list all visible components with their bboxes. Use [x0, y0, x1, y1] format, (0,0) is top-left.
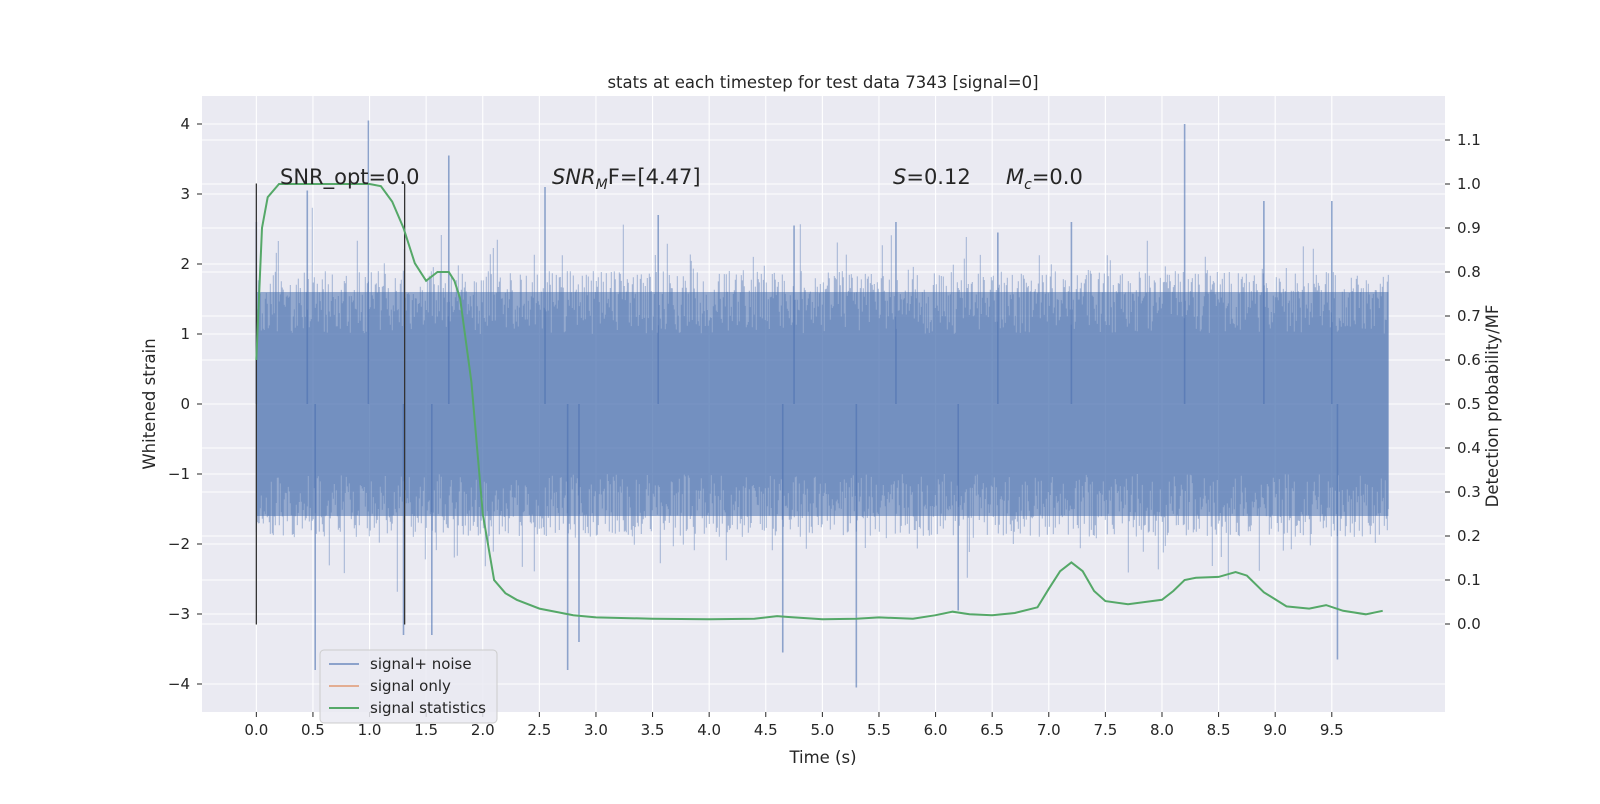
x-tick-label: 8.5	[1207, 721, 1231, 739]
y-tick-label: −1	[168, 465, 190, 483]
snr-mf-sub: M	[596, 177, 608, 193]
y-tick-label: −4	[168, 675, 190, 693]
x-tick-label: 5.5	[867, 721, 891, 739]
x-tick-label: 1.5	[414, 721, 438, 739]
y2-tick-label: 0.0	[1457, 615, 1481, 633]
x-tick-label: 4.0	[697, 721, 721, 739]
annotation-s: S=0.12	[893, 165, 971, 189]
x-tick-label: 9.5	[1320, 721, 1344, 739]
y-tick-label: 2	[180, 255, 190, 273]
x-tick-label: 4.5	[754, 721, 778, 739]
y-tick-label: 1	[180, 325, 190, 343]
y2-tick-label: 0.9	[1457, 219, 1481, 237]
signal-noise-series	[255, 120, 1389, 688]
mc-val: =0.0	[1032, 165, 1083, 189]
y2-tick-label: 0.1	[1457, 571, 1481, 589]
legend-frame	[319, 649, 498, 724]
y2-tick-label: 0.7	[1457, 307, 1481, 325]
y-tick-label: 4	[180, 115, 190, 133]
y2-tick-label: 1.1	[1457, 131, 1481, 149]
signal-statistics-line	[255, 183, 1383, 621]
chart-title: stats at each timestep for test data 734…	[607, 73, 1038, 92]
x-tick-label: 6.0	[924, 721, 948, 739]
x-tick-label: 1.0	[358, 721, 382, 739]
x-tick-label: 7.0	[1037, 721, 1061, 739]
mc-sub: c	[1024, 177, 1032, 193]
x-tick-label: 5.0	[810, 721, 834, 739]
y-axis-label: Whitened strain	[140, 338, 159, 469]
legend-label-signal-noise: signal+ noise	[370, 655, 472, 673]
y-tick-label: 0	[180, 395, 190, 413]
y2-tick-label: 0.3	[1457, 483, 1481, 501]
y2-tick-label: 0.5	[1457, 395, 1481, 413]
x-tick-label: 7.5	[1093, 721, 1117, 739]
x-tick-label: 9.0	[1263, 721, 1287, 739]
legend: signal+ noise signal only signal statist…	[319, 649, 498, 724]
x-tick-label: 3.0	[584, 721, 608, 739]
noise-band	[256, 292, 1389, 516]
annotation-snr-mf: SNRMF=[4.47]	[552, 165, 701, 193]
x-tick-label: 3.5	[641, 721, 665, 739]
snr-mf-rest: F=[4.47]	[608, 165, 701, 189]
tick-labels: 0.0 0.5 1.0 1.5 2.0 2.5 3.0 3.5 4.0 4.5 5.0 5.5 6.0 6…	[168, 115, 1481, 739]
y-tick-label: −3	[168, 605, 190, 623]
x-tick-label: 0.5	[301, 721, 325, 739]
annotation-snr-opt: SNR_opt=0.0	[280, 165, 420, 190]
s-var: S	[893, 165, 906, 189]
legend-label-signal-only: signal only	[370, 677, 451, 695]
y-tick-label: −2	[168, 535, 190, 553]
x-tick-label: 0.0	[244, 721, 268, 739]
y2-tick-label: 0.6	[1457, 351, 1481, 369]
y-tick-label: 3	[180, 185, 190, 203]
annotation-mc: Mc=0.0	[1006, 165, 1083, 193]
mc-var: M	[1006, 165, 1024, 189]
s-val: =0.12	[906, 165, 970, 189]
marker-lines	[255, 183, 406, 625]
y2-tick-label: 0.8	[1457, 263, 1481, 281]
legend-label-signal-statistics: signal statistics	[370, 699, 486, 717]
y2-tick-label: 0.2	[1457, 527, 1481, 545]
x-tick-label: 8.0	[1150, 721, 1174, 739]
y2-axis-label: Detection probability/MF	[1483, 305, 1502, 508]
x-tick-label: 2.5	[527, 721, 551, 739]
x-tick-label: 6.5	[980, 721, 1004, 739]
x-tick-label: 2.0	[471, 721, 495, 739]
snr-mf-var: SNR	[552, 165, 596, 189]
y2-tick-label: 0.4	[1457, 439, 1481, 457]
y2-tick-label: 1.0	[1457, 175, 1481, 193]
x-axis-label: Time (s)	[788, 748, 856, 767]
